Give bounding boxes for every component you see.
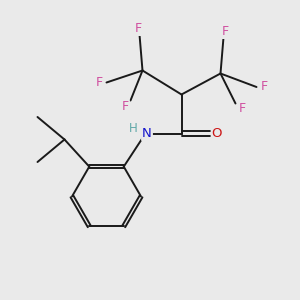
Text: F: F bbox=[221, 25, 229, 38]
Text: F: F bbox=[134, 22, 142, 35]
Text: F: F bbox=[122, 100, 129, 113]
Text: F: F bbox=[260, 80, 268, 94]
Text: H: H bbox=[128, 122, 137, 135]
Text: F: F bbox=[95, 76, 103, 89]
Text: N: N bbox=[142, 127, 152, 140]
Text: O: O bbox=[212, 127, 222, 140]
Text: F: F bbox=[238, 102, 246, 116]
